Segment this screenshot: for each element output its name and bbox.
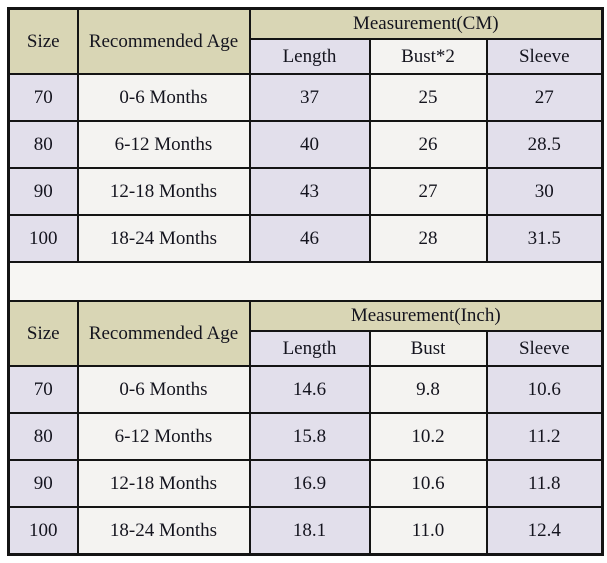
gap-cell bbox=[6, 261, 605, 302]
inch-row-90: 90 12-18 Months 16.9 10.6 11.8 bbox=[7, 459, 604, 508]
sleeve-cell: 31.5 bbox=[485, 214, 604, 263]
sleeve-cell: 28.5 bbox=[485, 120, 604, 169]
size-cell: 70 bbox=[7, 73, 79, 122]
table-gap-row bbox=[6, 261, 605, 302]
bust-cell: 11.0 bbox=[368, 506, 488, 556]
size-cell: 100 bbox=[7, 506, 79, 556]
size-cell: 100 bbox=[7, 214, 79, 263]
cm-sleeve-column-header: Sleeve bbox=[485, 38, 604, 75]
bust-cell: 25 bbox=[368, 73, 488, 122]
age-cell: 18-24 Months bbox=[76, 214, 251, 263]
cm-row-90: 90 12-18 Months 43 27 30 bbox=[7, 167, 604, 216]
size-cell: 90 bbox=[7, 167, 79, 216]
age-cell: 6-12 Months bbox=[76, 412, 251, 461]
length-cell: 14.6 bbox=[248, 365, 371, 414]
cm-row-100: 100 18-24 Months 46 28 31.5 bbox=[7, 214, 604, 263]
inch-measurement-group-header: Measurement(Inch) bbox=[248, 300, 604, 332]
inch-row-70: 70 0-6 Months 14.6 9.8 10.6 bbox=[7, 365, 604, 414]
bust-cell: 10.2 bbox=[368, 412, 488, 461]
age-cell: 18-24 Months bbox=[76, 506, 251, 556]
sleeve-cell: 10.6 bbox=[485, 365, 604, 414]
cm-row-80: 80 6-12 Months 40 26 28.5 bbox=[7, 120, 604, 169]
inch-bust-column-header: Bust bbox=[368, 330, 488, 367]
size-cell: 90 bbox=[7, 459, 79, 508]
age-cell: 0-6 Months bbox=[76, 365, 251, 414]
length-cell: 40 bbox=[248, 120, 371, 169]
age-cell: 6-12 Months bbox=[76, 120, 251, 169]
bust-cell: 28 bbox=[368, 214, 488, 263]
bust-cell: 26 bbox=[368, 120, 488, 169]
inch-header-row: Size Recommended Age Measurement(Inch) bbox=[7, 300, 604, 367]
bust-cell: 10.6 bbox=[368, 459, 488, 508]
length-cell: 18.1 bbox=[248, 506, 371, 556]
inch-row-100: 100 18-24 Months 18.1 11.0 12.4 bbox=[7, 506, 604, 556]
cm-subheader-row: Length Bust*2 Sleeve bbox=[9, 38, 604, 75]
cm-bust-column-header: Bust*2 bbox=[368, 38, 488, 75]
sleeve-cell: 11.8 bbox=[485, 459, 604, 508]
length-cell: 46 bbox=[248, 214, 371, 263]
cm-size-column-header: Size bbox=[7, 7, 79, 75]
size-cell: 80 bbox=[7, 412, 79, 461]
cm-age-column-header: Recommended Age bbox=[76, 7, 251, 75]
inch-subheader-row: Length Bust Sleeve bbox=[9, 330, 604, 367]
sleeve-cell: 30 bbox=[485, 167, 604, 216]
inch-age-column-header: Recommended Age bbox=[76, 300, 251, 367]
length-cell: 37 bbox=[248, 73, 371, 122]
inch-size-column-header: Size bbox=[7, 300, 79, 367]
cm-length-column-header: Length bbox=[248, 38, 371, 75]
sleeve-cell: 11.2 bbox=[485, 412, 604, 461]
size-cell: 80 bbox=[7, 120, 79, 169]
cm-row-70: 70 0-6 Months 37 25 27 bbox=[7, 73, 604, 122]
sleeve-cell: 27 bbox=[485, 73, 604, 122]
bust-cell: 9.8 bbox=[368, 365, 488, 414]
size-cell: 70 bbox=[7, 365, 79, 414]
length-cell: 43 bbox=[248, 167, 371, 216]
age-cell: 12-18 Months bbox=[76, 459, 251, 508]
cm-header-row: Size Recommended Age Measurement(CM) bbox=[7, 7, 604, 75]
size-chart-table: Size Recommended Age Measurement(CM) Len… bbox=[6, 7, 605, 556]
sleeve-cell: 12.4 bbox=[485, 506, 604, 556]
inch-sleeve-column-header: Sleeve bbox=[485, 330, 604, 367]
age-cell: 0-6 Months bbox=[76, 73, 251, 122]
cm-measurement-group-header: Measurement(CM) bbox=[248, 7, 604, 40]
age-cell: 12-18 Months bbox=[76, 167, 251, 216]
inch-length-column-header: Length bbox=[248, 330, 371, 367]
inch-row-80: 80 6-12 Months 15.8 10.2 11.2 bbox=[7, 412, 604, 461]
length-cell: 16.9 bbox=[248, 459, 371, 508]
bust-cell: 27 bbox=[368, 167, 488, 216]
length-cell: 15.8 bbox=[248, 412, 371, 461]
